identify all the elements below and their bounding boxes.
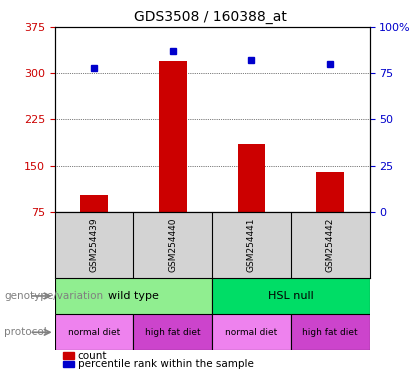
Text: high fat diet: high fat diet: [302, 328, 358, 337]
Bar: [316, 172, 344, 212]
Text: normal diet: normal diet: [68, 328, 120, 337]
Text: high fat diet: high fat diet: [145, 328, 200, 337]
Text: GSM254442: GSM254442: [326, 218, 335, 272]
FancyBboxPatch shape: [291, 314, 370, 351]
Bar: [159, 61, 186, 212]
Bar: [238, 144, 265, 212]
FancyBboxPatch shape: [212, 278, 370, 314]
FancyBboxPatch shape: [55, 314, 134, 351]
Text: GSM254440: GSM254440: [168, 218, 177, 272]
Bar: [80, 195, 108, 212]
Text: genotype/variation: genotype/variation: [4, 291, 103, 301]
FancyBboxPatch shape: [212, 314, 291, 351]
FancyBboxPatch shape: [55, 278, 212, 314]
Text: GDS3508 / 160388_at: GDS3508 / 160388_at: [134, 10, 286, 23]
Text: GSM254441: GSM254441: [247, 218, 256, 272]
Text: wild type: wild type: [108, 291, 159, 301]
Text: GSM254439: GSM254439: [89, 217, 98, 272]
Text: percentile rank within the sample: percentile rank within the sample: [78, 359, 254, 369]
Text: HSL null: HSL null: [268, 291, 314, 301]
Text: normal diet: normal diet: [226, 328, 278, 337]
Text: count: count: [78, 351, 107, 361]
Text: protocol: protocol: [4, 327, 47, 337]
FancyBboxPatch shape: [134, 314, 212, 351]
